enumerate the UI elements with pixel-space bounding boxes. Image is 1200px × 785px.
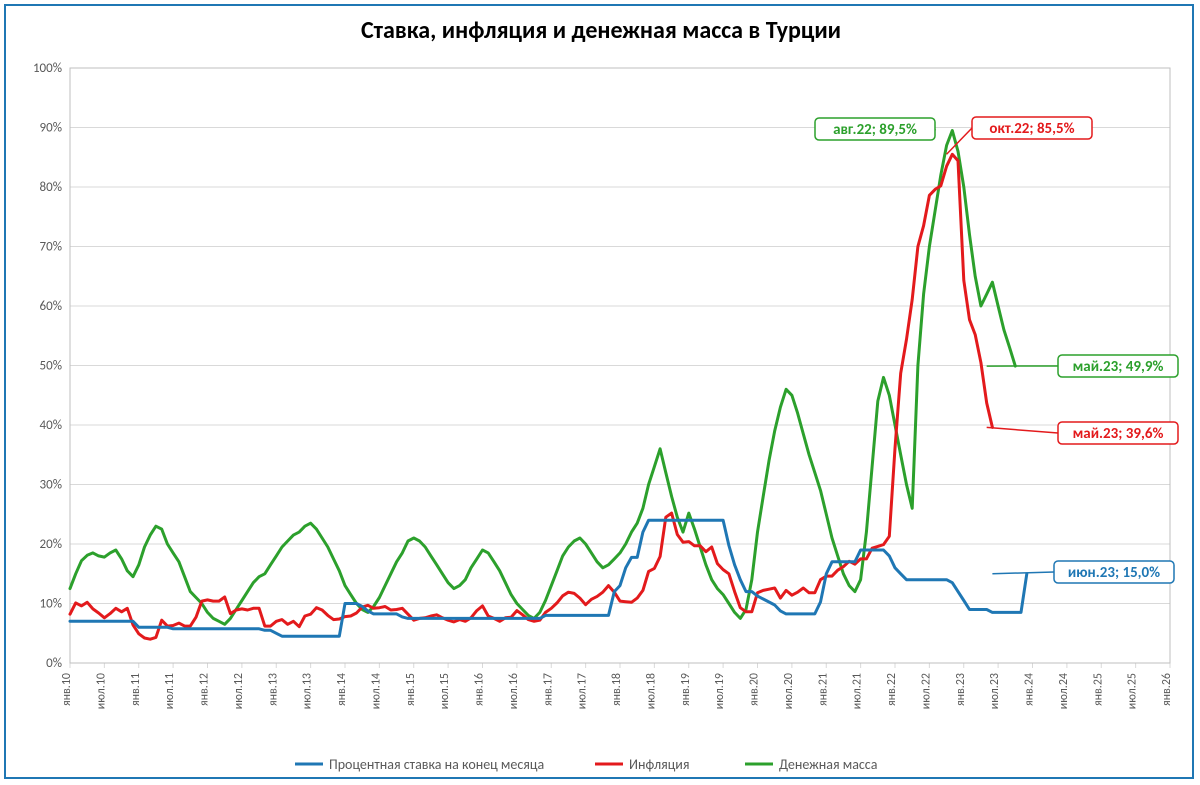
y-tick-label: 50%	[40, 359, 62, 374]
x-tick-label: июл.19	[713, 673, 727, 709]
x-tick-label: июл.11	[163, 673, 177, 709]
callout-text: май.23; 39,6%	[1073, 425, 1164, 443]
x-tick-label: янв.26	[1160, 673, 1174, 706]
x-tick-label: янв.14	[335, 673, 349, 706]
chart-frame: Ставка, инфляция и денежная масса в Турц…	[4, 4, 1194, 779]
y-tick-label: 90%	[40, 121, 62, 136]
x-tick-label: июл.22	[919, 673, 933, 709]
x-tick-label: июл.17	[576, 673, 590, 709]
x-tick-label: июл.23	[988, 673, 1002, 709]
x-tick-label: янв.20	[748, 673, 762, 706]
callout-leader	[987, 427, 1058, 433]
y-tick-label: 80%	[40, 180, 62, 195]
x-tick-label: янв.15	[404, 673, 418, 706]
y-tick-label: 0%	[46, 656, 62, 671]
x-tick-label: июл.21	[851, 673, 865, 709]
x-tick-label: янв.13	[266, 673, 280, 706]
x-tick-label: янв.22	[885, 673, 899, 706]
x-tick-label: янв.10	[60, 673, 74, 706]
callout-text: авг.22; 89,5%	[833, 121, 917, 139]
y-tick-label: 10%	[40, 597, 62, 612]
x-tick-label: июл.20	[782, 673, 796, 709]
legend-label-money: Денежная масса	[779, 756, 877, 773]
x-tick-label: июл.24	[1057, 673, 1071, 709]
y-tick-label: 60%	[40, 299, 62, 314]
x-tick-label: июл.13	[301, 673, 315, 709]
x-tick-label: янв.19	[679, 673, 693, 706]
x-tick-label: июл.18	[644, 673, 658, 709]
x-tick-label: июл.12	[232, 673, 246, 709]
y-tick-label: 40%	[40, 418, 62, 433]
series-inflation	[70, 154, 992, 639]
x-tick-label: янв.17	[541, 673, 555, 706]
y-tick-label: 20%	[40, 537, 62, 552]
x-tick-label: янв.25	[1091, 673, 1105, 706]
callout-text: май.23; 49,9%	[1073, 358, 1164, 376]
y-tick-label: 70%	[40, 240, 62, 255]
x-tick-label: июл.25	[1126, 673, 1140, 709]
x-tick-label: июл.15	[438, 673, 452, 709]
x-tick-label: янв.18	[610, 673, 624, 706]
x-tick-label: янв.23	[954, 673, 968, 706]
x-tick-label: июл.16	[507, 673, 521, 709]
x-tick-label: июл.10	[94, 673, 108, 709]
callout-text: июн.23; 15,0%	[1068, 564, 1160, 582]
callout-text: окт.22; 85,5%	[989, 120, 1074, 138]
chart-svg: 0% 10% 20% 30% 40% 50% 60% 70% 80% 90% 100% янв.10 и…	[10, 10, 1200, 785]
x-tick-label: июл.14	[369, 673, 383, 709]
x-tick-label: янв.16	[473, 673, 487, 706]
y-tick-label: 30%	[40, 478, 62, 493]
callout-leader	[992, 572, 1054, 574]
legend-label-inflation: Инфляция	[629, 756, 690, 773]
legend-label-rate: Процентная ставка на конец месяца	[329, 756, 544, 773]
x-tick-label: янв.12	[198, 673, 212, 706]
x-tick-label: янв.21	[816, 673, 830, 706]
y-tick-label: 100%	[33, 61, 62, 76]
x-tick-label: янв.24	[1023, 673, 1037, 706]
x-tick-label: янв.11	[129, 673, 143, 706]
